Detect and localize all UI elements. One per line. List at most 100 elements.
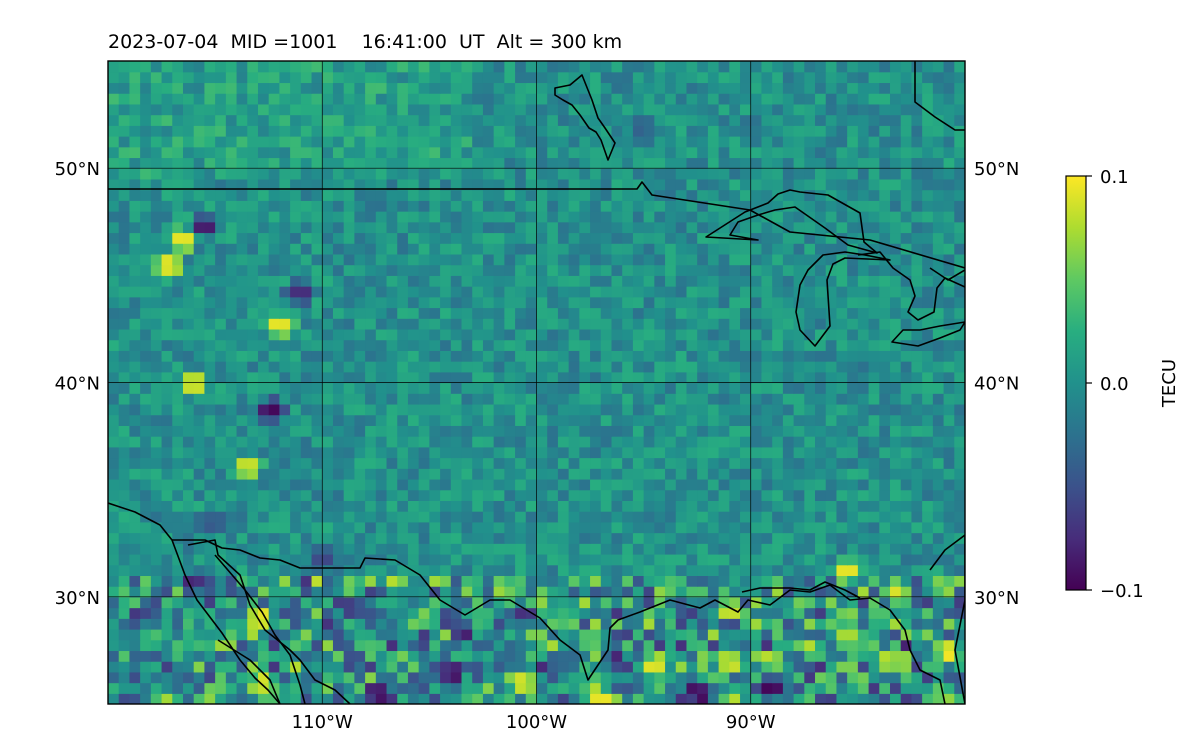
heatmap-cell: [847, 157, 859, 169]
heatmap-cell: [482, 639, 495, 652]
heatmap-cell: [879, 157, 891, 169]
heatmap-cell: [932, 650, 945, 662]
heatmap-cell: [611, 489, 623, 501]
heatmap-cell: [354, 693, 366, 704]
heatmap-cell: [782, 168, 795, 180]
heatmap-cell: [857, 436, 870, 448]
heatmap-cell: [772, 61, 784, 73]
heatmap-cell: [879, 607, 891, 619]
heatmap-cell: [397, 532, 409, 544]
heatmap-cell: [954, 650, 965, 662]
heatmap-cell: [761, 500, 773, 512]
heatmap-cell: [868, 478, 880, 491]
heatmap-cell: [847, 543, 859, 555]
heatmap-cell: [879, 318, 891, 330]
heatmap-cell: [900, 200, 913, 212]
heatmap-cell: [225, 136, 238, 148]
heatmap-cell: [761, 253, 773, 266]
heatmap-cell: [697, 511, 709, 523]
heatmap-cell: [825, 232, 838, 244]
heatmap-cell: [686, 382, 698, 394]
heatmap-cell: [482, 350, 495, 362]
heatmap-cell: [290, 264, 302, 276]
heatmap-cell: [579, 532, 591, 544]
heatmap-cell: [290, 232, 302, 244]
heatmap-cell: [354, 596, 366, 609]
heatmap-cell: [279, 607, 291, 619]
heatmap-cell: [161, 318, 173, 330]
heatmap-cell: [857, 157, 870, 169]
heatmap-cell: [847, 500, 859, 512]
heatmap-cell: [868, 211, 880, 223]
heatmap-cell: [150, 232, 163, 244]
heatmap-cell: [429, 168, 441, 180]
heatmap-cell: [225, 457, 238, 469]
heatmap-cell: [108, 596, 120, 609]
heatmap-cell: [643, 436, 655, 448]
heatmap-cell: [686, 425, 698, 437]
heatmap-cell: [311, 168, 323, 180]
heatmap-cell: [108, 618, 120, 630]
heatmap-cell: [632, 564, 645, 576]
heatmap-cell: [354, 489, 366, 501]
heatmap-cell: [943, 403, 955, 416]
heatmap-cell: [815, 371, 827, 384]
heatmap-cell: [632, 125, 645, 137]
heatmap-cell: [836, 468, 848, 480]
heatmap-cell: [300, 168, 313, 180]
heatmap-cell: [161, 446, 173, 459]
heatmap-cell: [515, 639, 527, 652]
heatmap-cell: [911, 146, 923, 159]
heatmap-cell: [643, 211, 655, 223]
heatmap-cell: [172, 521, 184, 534]
heatmap-cell: [782, 511, 795, 523]
colorbar-tick-label: 0.0: [1100, 374, 1129, 395]
heatmap-cell: [225, 489, 238, 501]
heatmap-cell: [525, 189, 538, 201]
heatmap-cell: [386, 136, 398, 148]
heatmap-cell: [215, 189, 227, 201]
heatmap-cell: [761, 350, 773, 362]
heatmap-cell: [108, 125, 120, 137]
heatmap-cell: [932, 371, 945, 384]
heatmap-cell: [129, 200, 141, 212]
heatmap-cell: [547, 511, 559, 523]
heatmap-cell: [225, 446, 238, 459]
heatmap-cell: [547, 543, 559, 555]
heatmap-cell: [236, 275, 248, 287]
heatmap-cell: [654, 136, 666, 148]
heatmap-cell: [204, 403, 216, 416]
heatmap-cell: [922, 103, 934, 116]
heatmap-cell: [332, 618, 345, 630]
heatmap-cell: [225, 339, 238, 351]
heatmap-cell: [440, 232, 452, 244]
heatmap-cell: [375, 178, 388, 191]
heatmap-cell: [804, 639, 816, 652]
heatmap-cell: [932, 286, 945, 298]
heatmap-cell: [482, 543, 495, 555]
heatmap-cell: [365, 532, 377, 544]
heatmap-cell: [397, 211, 409, 223]
heatmap-cell: [568, 596, 580, 609]
heatmap-cell: [611, 93, 623, 105]
heatmap-cell: [815, 307, 827, 319]
heatmap-cell: [172, 211, 184, 223]
heatmap-cell: [118, 532, 131, 544]
heatmap-cell: [118, 639, 131, 652]
heatmap-cell: [407, 618, 420, 630]
heatmap-cell: [193, 307, 206, 319]
heatmap-cell: [182, 596, 195, 609]
heatmap-cell: [954, 253, 965, 266]
heatmap-cell: [386, 243, 398, 255]
heatmap-cell: [472, 564, 484, 576]
heatmap-cell: [204, 575, 216, 587]
heatmap-cell: [418, 307, 430, 319]
heatmap-cell: [118, 607, 131, 619]
heatmap-cell: [697, 478, 709, 491]
heatmap-cell: [943, 564, 955, 576]
heatmap-cell: [568, 275, 580, 287]
heatmap-cell: [300, 596, 313, 609]
heatmap-cell: [365, 414, 377, 426]
heatmap-cell: [236, 618, 248, 630]
heatmap-cell: [108, 628, 120, 641]
